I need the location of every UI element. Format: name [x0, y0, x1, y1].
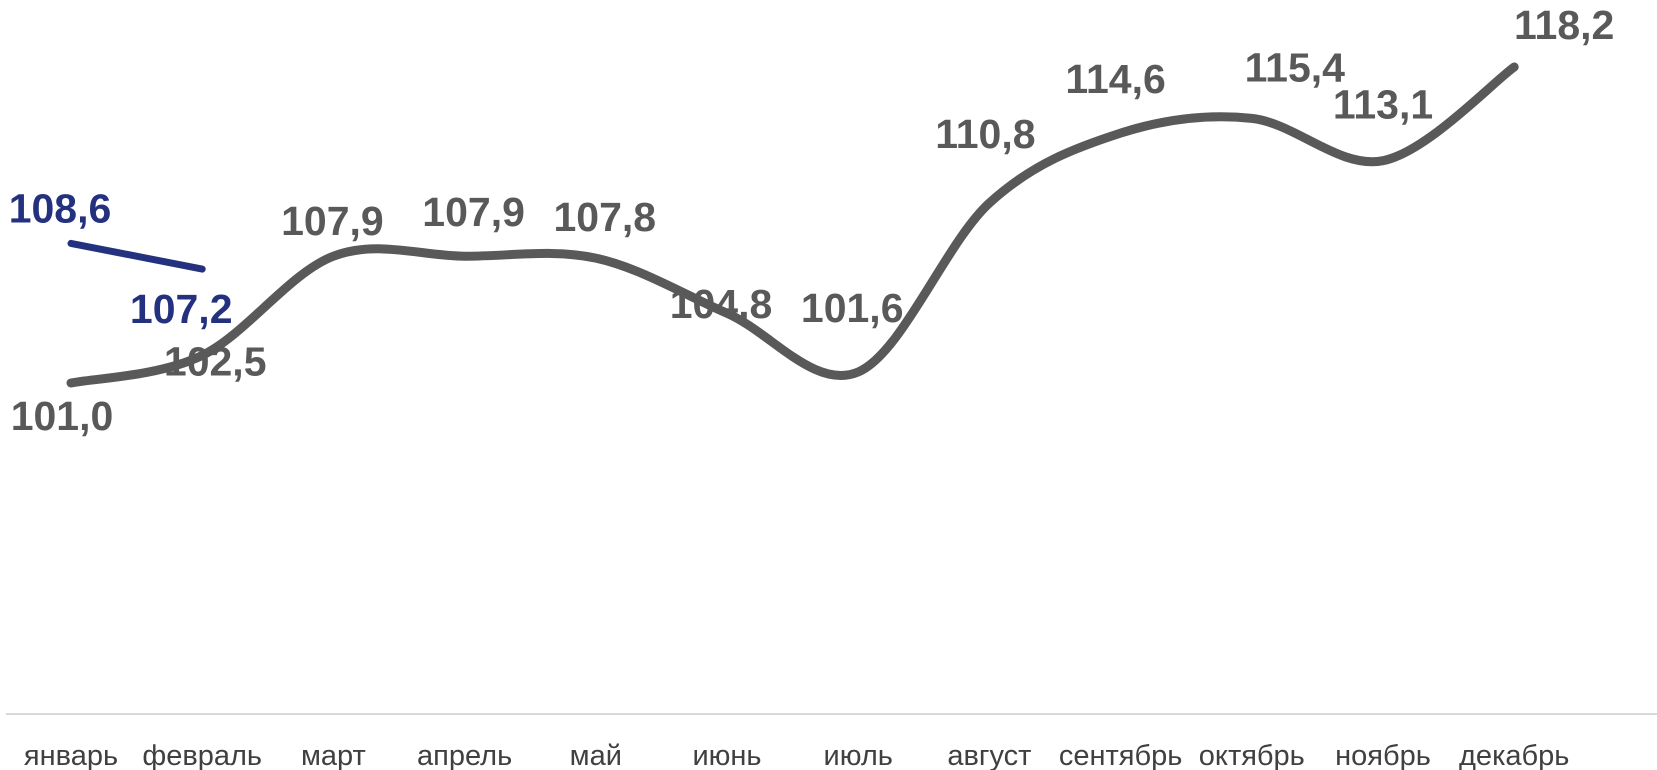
data-label-layer: 101,0 102,5 107,9 107,9 107,8 104,8 101,6 110,8…: [9, 2, 1615, 439]
x-tick-label: декабрь: [1459, 740, 1569, 770]
x-tick-label: сентябрь: [1059, 740, 1182, 770]
x-tick-label: май: [570, 740, 622, 770]
series-1-data-label: 114,6: [1065, 56, 1165, 102]
x-tick-label: март: [301, 740, 366, 770]
series-1-data-label: 113,1: [1333, 82, 1433, 128]
series-1-data-label: 107,8: [553, 194, 656, 240]
series-2-data-label: 107,2: [130, 286, 233, 332]
series-1-data-label: 118,2: [1514, 2, 1614, 48]
series-1-data-label: 107,9: [422, 189, 525, 235]
series-1-data-label: 115,4: [1245, 44, 1346, 90]
series-2-line: [67, 239, 206, 273]
series-2-data-label: 108,6: [9, 185, 112, 231]
x-tick-label: ноябрь: [1335, 740, 1431, 770]
series-1-line: [66, 62, 1519, 388]
series-1-data-label: 110,8: [935, 111, 1035, 157]
x-tick-label: июнь: [692, 740, 761, 770]
series-1-data-label: 104,8: [670, 281, 773, 327]
x-tick-label: август: [947, 740, 1031, 770]
x-tick-label: февраль: [142, 740, 262, 770]
x-tick-label: январь: [24, 740, 118, 770]
series-layer: [66, 62, 1519, 388]
x-tick-label: июль: [824, 740, 893, 770]
x-tick-label: апрель: [417, 740, 512, 770]
series-1-data-label: 102,5: [164, 338, 267, 384]
series-1-data-label: 101,0: [11, 393, 114, 439]
x-tick-label: октябрь: [1199, 740, 1305, 770]
series-1-data-label: 107,9: [281, 198, 384, 244]
x-tick-labels: январь февраль март апрель май июнь июль август…: [24, 740, 1569, 770]
series-1-data-label: 101,6: [801, 285, 904, 331]
